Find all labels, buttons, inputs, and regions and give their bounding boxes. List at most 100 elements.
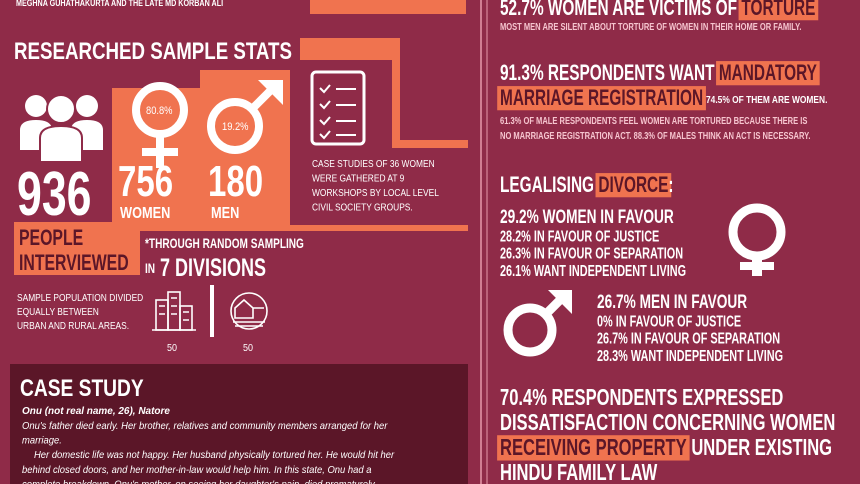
registration-headline-text: MARRIAGE REGISTRATION xyxy=(500,86,703,110)
property-headline: 70.4% RESPONDENTS EXPRESSED xyxy=(500,385,783,410)
urban-icon xyxy=(152,291,196,331)
population-note-text: EQUALLY BETWEEN xyxy=(17,306,99,318)
divorce-women: 29.2% WOMEN IN FAVOUR xyxy=(500,206,674,228)
total-label: PEOPLE xyxy=(19,227,83,251)
divorce-women-text: 26.1% WANT INDEPENDENT LIVING xyxy=(500,262,686,280)
total-label-text: INTERVIEWED xyxy=(19,252,129,276)
female-icon xyxy=(728,203,786,276)
rural-count: 50 xyxy=(243,343,253,355)
population-note: EQUALLY BETWEEN xyxy=(17,306,99,318)
rural-count-text: 50 xyxy=(243,343,253,355)
sampling-prefix-text: IN xyxy=(145,260,155,276)
bracket xyxy=(300,38,468,148)
divorce-men: 0% IN FAVOUR OF JUSTICE xyxy=(597,312,741,330)
registration-headline-text: 91.3% RESPONDENTS WANT xyxy=(500,61,715,85)
registration-aside-text: 74.5% OF THEM ARE WOMEN. xyxy=(706,94,827,106)
divorce-women: 28.2% IN FAVOUR OF JUSTICE xyxy=(500,227,659,245)
property-headline-text: 70.4% RESPONDENTS EXPRESSED xyxy=(500,385,783,410)
case-study-subtitle: Onu (not real name, 26), Natore xyxy=(22,406,170,417)
men-label: MEN xyxy=(211,205,239,223)
registration-note: 61.3% OF MALE RESPONDENTS FEEL WOMEN ARE… xyxy=(500,115,807,126)
divisions-text: 7 DIVISIONS xyxy=(160,253,266,282)
sampling-note-text: *THROUGH RANDOM SAMPLING xyxy=(145,235,304,251)
men-label-text: MEN xyxy=(211,205,239,223)
case-study-line-text: behind closed doors, and her mother-in-l… xyxy=(22,464,372,476)
section-title: RESEARCHED SAMPLE STATS xyxy=(14,38,292,65)
case-studies-text: CIVIL SOCIETY GROUPS. xyxy=(312,202,413,214)
sampling-note: *THROUGH RANDOM SAMPLING xyxy=(145,235,304,251)
case-study-subtitle-text: Onu (not real name, 26), Natore xyxy=(22,406,170,417)
property-headline: HINDU FAMILY LAW xyxy=(500,460,657,484)
total: 936 xyxy=(17,160,91,229)
divorce-title-text: DIVORCE xyxy=(598,173,668,197)
case-studies: WORKSHOPS BY LOCAL LEVEL xyxy=(312,187,439,199)
case-studies: CIVIL SOCIETY GROUPS. xyxy=(312,202,413,214)
urban-count: 50 xyxy=(167,343,177,355)
total-text: 936 xyxy=(17,160,91,229)
divorce-men-text: 28.3% WANT INDEPENDENT LIVING xyxy=(597,347,783,365)
registration-aside: 74.5% OF THEM ARE WOMEN. xyxy=(706,94,827,106)
texts: MEGHNA GUHATHAKURTA AND THE LATE MD KORB… xyxy=(14,0,835,484)
property-headline-text: HINDU FAMILY LAW xyxy=(500,460,657,484)
case-study-line: Her domestic life was not happy. Her hus… xyxy=(34,450,395,462)
divorce-women-text: 29.2% WOMEN IN FAVOUR xyxy=(500,206,674,228)
population-note-text: URBAN AND RURAL AREAS. xyxy=(17,320,129,332)
divisions: 7 DIVISIONS xyxy=(160,253,266,282)
rule xyxy=(140,225,468,231)
urban-count-text: 50 xyxy=(167,343,177,355)
case-study-line: behind closed doors, and her mother-in-l… xyxy=(22,464,372,476)
male-percent: 19.2% xyxy=(222,121,248,133)
divider-bar xyxy=(210,285,214,337)
divorce-men-text: 26.7% MEN IN FAVOUR xyxy=(597,291,747,313)
case-study-box xyxy=(10,364,468,484)
divorce-men: 26.7% MEN IN FAVOUR xyxy=(597,291,747,313)
population-note: URBAN AND RURAL AREAS. xyxy=(17,320,129,332)
torture-headline-text: 52.7% WOMEN ARE VICTIMS OF xyxy=(500,0,737,21)
registration-note-text: NO MARRIAGE REGISTRATION ACT. 88.3% OF M… xyxy=(500,130,810,141)
women-count-text: 756 xyxy=(118,158,173,207)
total-label-text: PEOPLE xyxy=(19,227,83,251)
registration-headline: 91.3% RESPONDENTS WANT MANDATORY xyxy=(500,61,820,86)
divorce-title-text: LEGALISING xyxy=(500,173,594,197)
divorce-men: 26.7% IN FAVOUR OF SEPARATION xyxy=(597,330,780,348)
property-headline-text: RECEIVING PROPERTY xyxy=(500,435,687,460)
divorce-women-text: 26.3% IN FAVOUR OF SEPARATION xyxy=(500,245,683,263)
female-percent: 80.8% xyxy=(146,105,172,117)
checklist-icon xyxy=(310,70,366,146)
highlight xyxy=(497,86,706,111)
population-note: SAMPLE POPULATION DIVIDED xyxy=(17,292,143,304)
torture-note: MOST MEN ARE SILENT ABOUT TORTURE OF WOM… xyxy=(500,21,801,32)
highlight xyxy=(738,0,819,21)
registration-headline: MARRIAGE REGISTRATION xyxy=(497,86,706,111)
case-study-title-text: CASE STUDY xyxy=(20,374,144,402)
highlight xyxy=(595,173,672,198)
total-label: INTERVIEWED xyxy=(19,252,129,276)
case-study-line-text: complete breakdown. Onu's mother, on see… xyxy=(22,479,377,484)
registration-headline-text: MANDATORY xyxy=(719,61,817,85)
divorce-men-text: 0% IN FAVOUR OF JUSTICE xyxy=(597,312,741,330)
divorce-women: 26.3% IN FAVOUR OF SEPARATION xyxy=(500,245,683,263)
divorce-women-text: 28.2% IN FAVOUR OF JUSTICE xyxy=(500,227,659,245)
property-headline: DISSATISFACTION CONCERNING WOMEN xyxy=(500,410,835,435)
men-count-text: 180 xyxy=(208,158,263,207)
case-study-line: marriage. xyxy=(22,435,62,447)
torture-headline-text: TORTURE xyxy=(741,0,815,21)
case-studies: WERE GATHERED AT 9 xyxy=(312,173,404,185)
female-icon xyxy=(132,82,188,168)
women-label: WOMEN xyxy=(120,205,170,223)
case-studies-text: WORKSHOPS BY LOCAL LEVEL xyxy=(312,187,439,199)
people-icon xyxy=(20,94,103,163)
interviewed-box xyxy=(14,222,140,275)
registration-note: NO MARRIAGE REGISTRATION ACT. 88.3% OF M… xyxy=(500,130,810,141)
sampling-prefix: IN xyxy=(145,260,155,276)
case-study-line-text: Her domestic life was not happy. Her hus… xyxy=(34,450,395,462)
divorce-men: 28.3% WANT INDEPENDENT LIVING xyxy=(597,347,783,365)
torture-note-text: MOST MEN ARE SILENT ABOUT TORTURE OF WOM… xyxy=(500,21,801,32)
case-studies: CASE STUDIES OF 36 WOMEN xyxy=(312,158,435,170)
highlight xyxy=(497,435,690,461)
registration-note-text: 61.3% OF MALE RESPONDENTS FEEL WOMEN ARE… xyxy=(500,115,807,126)
women-label-text: WOMEN xyxy=(120,205,170,223)
property-headline: RECEIVING PROPERTY UNDER EXISTING xyxy=(497,435,832,461)
case-study-line: complete breakdown. Onu's mother, on see… xyxy=(22,479,377,484)
